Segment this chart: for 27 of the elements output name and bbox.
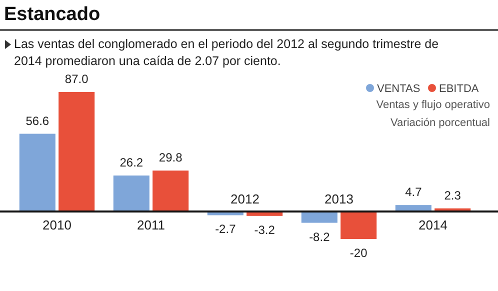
chart-title: Estancado — [4, 4, 100, 25]
data-label: -2.7 — [215, 222, 236, 236]
annotation: Ventas y flujo operativo — [376, 99, 490, 111]
annotation: Variación porcentual — [390, 117, 490, 129]
bar — [340, 212, 377, 239]
bar — [58, 92, 95, 212]
x-tick-label: 2013 — [324, 192, 354, 207]
data-label: 26.2 — [120, 156, 144, 170]
data-label: -20 — [350, 246, 368, 260]
data-label: -8.2 — [309, 230, 330, 244]
data-label: 29.8 — [158, 150, 183, 165]
chart-subtitle: Las ventas del conglomerado en el periodo del 2012 al segundo trimestre de 2014 promediaron una caída de 2.07 por ciento. — [14, 37, 439, 68]
x-tick-label: 2012 — [230, 192, 260, 207]
data-label: 87.0 — [64, 72, 89, 86]
x-tick-label: 2011 — [137, 218, 165, 233]
data-label: 56.6 — [26, 114, 50, 128]
bar — [301, 212, 338, 223]
x-tick-label: 2010 — [42, 218, 72, 233]
data-label: -3.2 — [254, 222, 276, 237]
legend-label: VENTAS — [377, 83, 420, 95]
data-label: 2.3 — [444, 188, 462, 202]
bar — [113, 176, 150, 212]
data-label: 4.7 — [405, 185, 422, 200]
bar — [19, 134, 56, 212]
legend-label: EBITDA — [439, 83, 480, 95]
x-tick-label: 2014 — [418, 218, 448, 233]
bar — [152, 170, 189, 212]
